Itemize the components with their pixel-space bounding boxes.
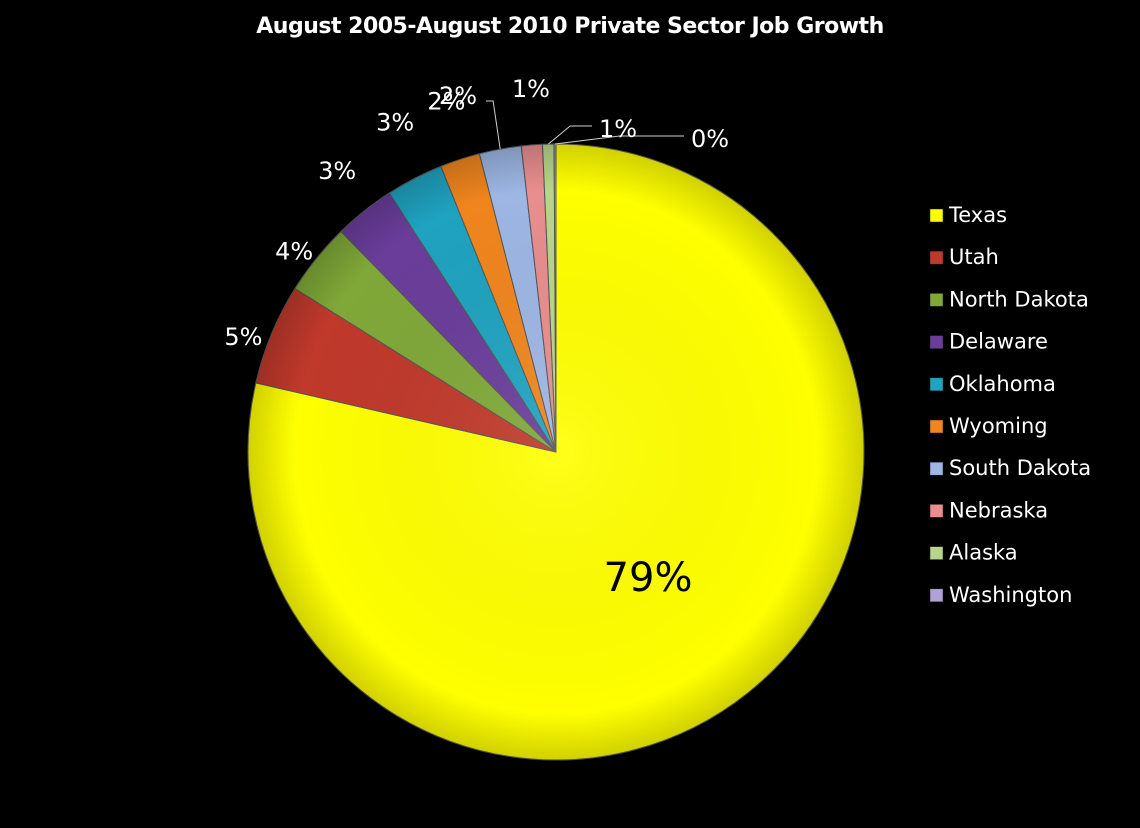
legend-label-wyoming: Wyoming (949, 414, 1048, 438)
data-label-texas: 79% (604, 555, 693, 601)
legend-label-texas: Texas (948, 203, 1007, 227)
legend-swatch-north-dakota (929, 293, 944, 307)
legend-swatch-wyoming (929, 419, 944, 434)
chart-title: August 2005-August 2010 Private Sector J… (256, 14, 884, 39)
legend-swatch-alaska (929, 546, 944, 560)
pie-shading (248, 144, 864, 760)
leader-lines (486, 100, 684, 150)
data-labels: 79% 5% 4% 3% 3% 2%2% 1% 1% 0% (224, 75, 729, 601)
leader-line-washington (554, 135, 684, 145)
data-label-oklahoma: 3% (376, 108, 414, 136)
legend: Texas Utah North Dakota Delaware Oklahoma Wyo… (929, 203, 1091, 607)
data-label-washington: 0% (691, 125, 729, 153)
data-label-utah: 5% (224, 323, 262, 351)
legend-label-south-dakota: South Dakota (949, 456, 1091, 480)
legend-label-utah: Utah (949, 245, 999, 269)
legend-label-north-dakota: North Dakota (949, 287, 1089, 311)
data-label-delaware: 3% (318, 157, 356, 185)
data-label-north-dakota: 4% (275, 238, 313, 266)
legend-label-delaware: Delaware (949, 330, 1048, 354)
legend-swatch-oklahoma (929, 377, 944, 392)
leader-line-south-dakota (486, 100, 501, 150)
data-label-nebraska: 1% (512, 75, 550, 103)
legend-swatch-washington (929, 588, 944, 603)
leader-line-alaska (547, 125, 592, 145)
legend-label-alaska: Alaska (949, 541, 1018, 565)
legend-label-oklahoma: Oklahoma (949, 372, 1056, 396)
data-label-wyoming: 2% (427, 87, 465, 115)
legend-label-washington: Washington (949, 583, 1072, 607)
legend-swatch-nebraska (929, 504, 944, 518)
data-label-alaska: 1% (599, 115, 637, 143)
pie-slices (247, 143, 865, 761)
legend-swatch-utah (929, 250, 944, 265)
legend-swatch-delaware (929, 335, 944, 349)
data-label-south-dakota: 2% (439, 82, 477, 110)
legend-label-nebraska: Nebraska (949, 498, 1048, 522)
legend-swatch-texas (929, 208, 944, 223)
legend-swatch-south-dakota (929, 461, 944, 476)
